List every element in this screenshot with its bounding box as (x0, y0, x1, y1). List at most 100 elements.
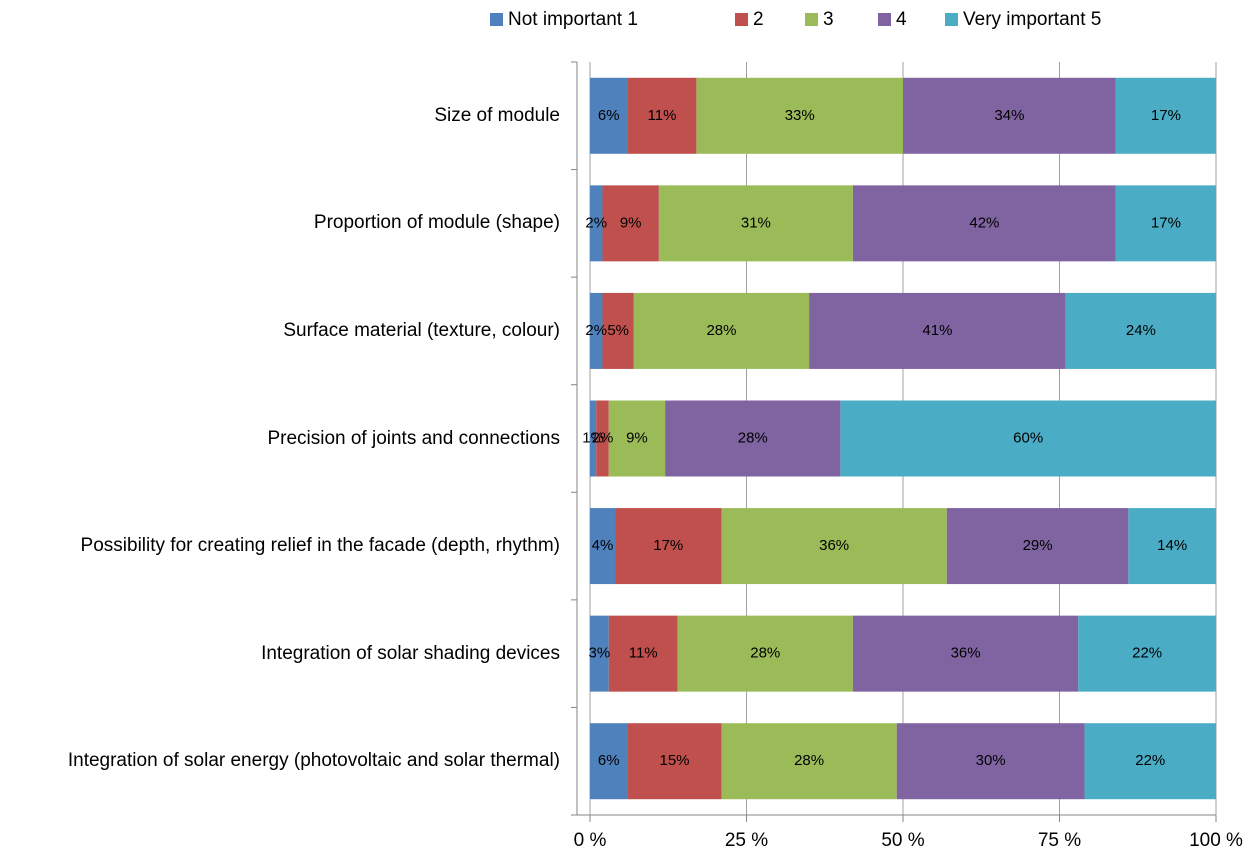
bar-segment (590, 77, 628, 154)
bar-segment (590, 185, 603, 262)
bar-segment (615, 508, 722, 585)
bar-segment (590, 615, 609, 692)
value-label: 11% (648, 107, 677, 124)
legend-label: 2 (753, 9, 764, 30)
bar-segment (840, 400, 1216, 477)
value-label: 6% (598, 107, 620, 124)
bar-segment (809, 292, 1066, 369)
value-label: 6% (598, 752, 620, 769)
category-text: Size of module (434, 104, 560, 126)
legend-swatch (735, 13, 748, 26)
x-tick-label: 25 % (725, 830, 768, 851)
bar-segment (590, 723, 628, 800)
value-label: 60% (1013, 429, 1043, 446)
value-label: 14% (1157, 537, 1187, 554)
bar-segment (852, 615, 1079, 692)
legend-swatch (878, 13, 891, 26)
value-label: 17% (1151, 107, 1181, 124)
bar-segment (590, 508, 616, 585)
bar-segment (1078, 615, 1216, 692)
bar-segment (665, 400, 841, 477)
bar-segment (1084, 723, 1216, 800)
value-label: 28% (750, 645, 780, 662)
value-label: 3% (589, 645, 611, 662)
value-label: 30% (976, 752, 1006, 769)
value-label: 22% (1132, 645, 1162, 662)
value-label: 22% (1135, 752, 1165, 769)
value-label: 24% (1126, 322, 1156, 339)
value-label: 29% (1023, 537, 1053, 554)
value-label: 2% (585, 214, 607, 231)
category-label: Surface material (texture, colour) (0, 319, 560, 343)
x-tick-label: 100 % (1189, 830, 1243, 851)
value-label: 34% (994, 107, 1024, 124)
x-tick-label: 75 % (1038, 830, 1081, 851)
value-label: 2% (592, 429, 614, 446)
category-label: Proportion of module (shape) (0, 211, 560, 235)
value-label: 2% (585, 322, 607, 339)
category-text: Integration of solar shading devices (261, 642, 560, 664)
bar-segment (1065, 292, 1216, 369)
bar-segment (721, 508, 947, 585)
legend-label: 3 (823, 9, 834, 30)
value-label: 5% (607, 322, 629, 339)
value-label: 17% (653, 537, 683, 554)
bar-segment (721, 723, 897, 800)
legend-label: Very important 5 (963, 9, 1101, 30)
bar-segment (1115, 77, 1216, 154)
value-label: 28% (738, 429, 768, 446)
bar-segment (903, 77, 1116, 154)
category-text: Integration of solar energy (photovoltai… (67, 750, 560, 772)
bar-segment (696, 77, 903, 154)
value-label: 15% (659, 752, 689, 769)
value-label: 33% (785, 107, 815, 124)
value-label: 36% (819, 537, 849, 554)
category-text: Proportion of module (shape) (313, 212, 560, 234)
bar-segment (627, 723, 722, 800)
bar-segment (602, 292, 634, 369)
category-label: Precision of joints and connections (0, 427, 560, 451)
bar-segment (896, 723, 1085, 800)
value-label: 9% (620, 214, 642, 231)
value-label: 36% (951, 645, 981, 662)
bar-segment (1115, 185, 1216, 262)
bar-segment (658, 185, 853, 262)
category-text: Possibility for creating relief in the f… (80, 535, 560, 557)
category-label: Possibility for creating relief in the f… (0, 534, 560, 558)
bar-segment (608, 615, 678, 692)
value-label: 31% (741, 214, 771, 231)
value-label: 28% (706, 322, 736, 339)
bar-segment (590, 292, 603, 369)
bar-segment (946, 508, 1129, 585)
category-label: Size of module (0, 104, 560, 128)
legend-swatch (805, 13, 818, 26)
value-label: 17% (1151, 214, 1181, 231)
value-label: 1% (582, 429, 604, 446)
bar-segment (608, 400, 666, 477)
bar-segment (633, 292, 810, 369)
bar-segment (602, 185, 659, 262)
bar-segment (627, 77, 697, 154)
value-label: 41% (922, 322, 952, 339)
legend-swatch (945, 13, 958, 26)
category-text: Precision of joints and connections (267, 427, 560, 449)
legend-swatch (490, 13, 503, 26)
bar-segment (1128, 508, 1216, 585)
value-label: 28% (794, 752, 824, 769)
legend-label: 4 (896, 9, 907, 30)
category-text: Surface material (texture, colour) (283, 320, 560, 342)
value-label: 42% (969, 214, 999, 231)
value-label: 9% (626, 429, 648, 446)
value-label: 4% (592, 537, 614, 554)
legend-label: Not important 1 (508, 9, 638, 30)
bar-segment (852, 185, 1116, 262)
bar-segment (590, 400, 597, 477)
category-label: Integration of solar shading devices (0, 642, 560, 666)
x-tick-label: 0 % (574, 830, 607, 851)
bar-segment (677, 615, 853, 692)
x-tick-label: 50 % (881, 830, 924, 851)
bar-segment (596, 400, 609, 477)
category-label: Integration of solar energy (photovoltai… (0, 749, 560, 773)
